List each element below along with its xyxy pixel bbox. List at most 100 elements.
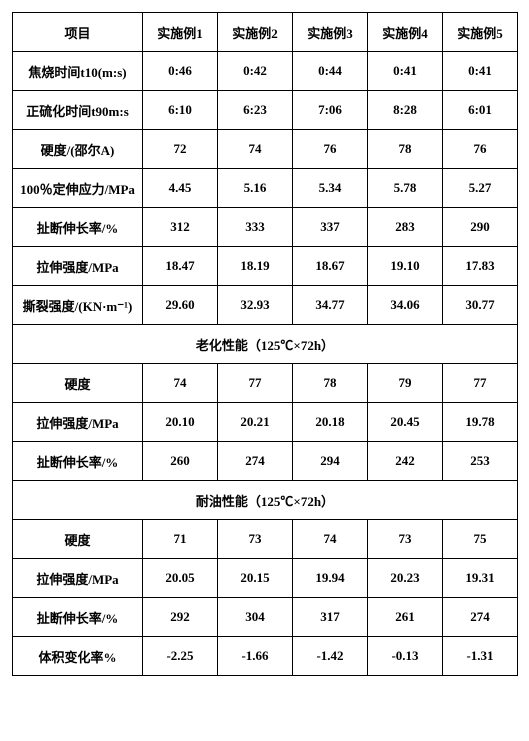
cell: 8:28 xyxy=(368,91,443,130)
cell: 29.60 xyxy=(143,286,218,325)
cell: 74 xyxy=(143,364,218,403)
cell: -1.31 xyxy=(443,637,518,676)
cell: 304 xyxy=(218,598,293,637)
cell: 292 xyxy=(143,598,218,637)
row-label: 扯断伸长率/% xyxy=(13,442,143,481)
cell: 71 xyxy=(143,520,218,559)
row-label: 拉伸强度/MPa xyxy=(13,247,143,286)
col-header: 实施例1 xyxy=(143,13,218,52)
section-header-row: 老化性能（125℃×72h） xyxy=(13,325,518,364)
col-header: 项目 xyxy=(13,13,143,52)
cell: 333 xyxy=(218,208,293,247)
cell: 19.10 xyxy=(368,247,443,286)
table-row: 扯断伸长率/%260274294242253 xyxy=(13,442,518,481)
cell: 74 xyxy=(218,130,293,169)
cell: 20.10 xyxy=(143,403,218,442)
cell: 5.78 xyxy=(368,169,443,208)
cell: 18.19 xyxy=(218,247,293,286)
row-label: 100％定伸应力/MPa xyxy=(13,169,143,208)
cell: 17.83 xyxy=(443,247,518,286)
cell: -1.42 xyxy=(293,637,368,676)
cell: 5.16 xyxy=(218,169,293,208)
cell: 0:41 xyxy=(368,52,443,91)
cell: 20.21 xyxy=(218,403,293,442)
cell: 20.15 xyxy=(218,559,293,598)
table-row: 焦烧时间t10(m:s)0:460:420:440:410:41 xyxy=(13,52,518,91)
cell: 20.05 xyxy=(143,559,218,598)
section-header-row: 耐油性能（125℃×72h） xyxy=(13,481,518,520)
cell: -0.13 xyxy=(368,637,443,676)
row-label: 扯断伸长率/% xyxy=(13,598,143,637)
row-label: 硬度 xyxy=(13,520,143,559)
cell: 79 xyxy=(368,364,443,403)
cell: 72 xyxy=(143,130,218,169)
cell: 34.77 xyxy=(293,286,368,325)
table-row: 扯断伸长率/%292304317261274 xyxy=(13,598,518,637)
cell: 242 xyxy=(368,442,443,481)
table-row: 撕裂强度/(KN·m⁻¹)29.6032.9334.7734.0630.77 xyxy=(13,286,518,325)
cell: 294 xyxy=(293,442,368,481)
cell: 7:06 xyxy=(293,91,368,130)
cell: 76 xyxy=(293,130,368,169)
section-header: 老化性能（125℃×72h） xyxy=(13,325,518,364)
cell: -2.25 xyxy=(143,637,218,676)
row-label: 正硫化时间t90m:s xyxy=(13,91,143,130)
section-header: 耐油性能（125℃×72h） xyxy=(13,481,518,520)
table-row: 100％定伸应力/MPa4.455.165.345.785.27 xyxy=(13,169,518,208)
cell: 6:10 xyxy=(143,91,218,130)
cell: 76 xyxy=(443,130,518,169)
row-label: 拉伸强度/MPa xyxy=(13,403,143,442)
col-header: 实施例5 xyxy=(443,13,518,52)
cell: 34.06 xyxy=(368,286,443,325)
cell: 0:44 xyxy=(293,52,368,91)
cell: 4.45 xyxy=(143,169,218,208)
cell: 77 xyxy=(218,364,293,403)
row-label: 硬度/(邵尔A) xyxy=(13,130,143,169)
cell: 0:46 xyxy=(143,52,218,91)
header-row: 项目 实施例1 实施例2 实施例3 实施例4 实施例5 xyxy=(13,13,518,52)
cell: 283 xyxy=(368,208,443,247)
table-row: 硬度/(邵尔A)7274767876 xyxy=(13,130,518,169)
col-header: 实施例4 xyxy=(368,13,443,52)
row-label: 焦烧时间t10(m:s) xyxy=(13,52,143,91)
cell: 18.47 xyxy=(143,247,218,286)
cell: 317 xyxy=(293,598,368,637)
cell: 0:41 xyxy=(443,52,518,91)
cell: 19.31 xyxy=(443,559,518,598)
cell: 290 xyxy=(443,208,518,247)
cell: 20.23 xyxy=(368,559,443,598)
cell: 260 xyxy=(143,442,218,481)
row-label: 撕裂强度/(KN·m⁻¹) xyxy=(13,286,143,325)
row-label: 拉伸强度/MPa xyxy=(13,559,143,598)
table-row: 扯断伸长率/%312333337283290 xyxy=(13,208,518,247)
cell: 274 xyxy=(443,598,518,637)
row-label: 体积变化率% xyxy=(13,637,143,676)
cell: 20.45 xyxy=(368,403,443,442)
row-label: 扯断伸长率/% xyxy=(13,208,143,247)
data-table: 项目 实施例1 实施例2 实施例3 实施例4 实施例5 焦烧时间t10(m:s)… xyxy=(12,12,518,676)
cell: 75 xyxy=(443,520,518,559)
cell: 18.67 xyxy=(293,247,368,286)
cell: 261 xyxy=(368,598,443,637)
cell: 337 xyxy=(293,208,368,247)
cell: 77 xyxy=(443,364,518,403)
cell: 78 xyxy=(293,364,368,403)
cell: 30.77 xyxy=(443,286,518,325)
cell: 19.78 xyxy=(443,403,518,442)
col-header: 实施例3 xyxy=(293,13,368,52)
cell: 0:42 xyxy=(218,52,293,91)
cell: 6:01 xyxy=(443,91,518,130)
col-header: 实施例2 xyxy=(218,13,293,52)
cell: 74 xyxy=(293,520,368,559)
table-row: 拉伸强度/MPa20.1020.2120.1820.4519.78 xyxy=(13,403,518,442)
cell: 19.94 xyxy=(293,559,368,598)
table-row: 正硫化时间t90m:s6:106:237:068:286:01 xyxy=(13,91,518,130)
cell: 73 xyxy=(368,520,443,559)
cell: 73 xyxy=(218,520,293,559)
row-label: 硬度 xyxy=(13,364,143,403)
cell: 5.27 xyxy=(443,169,518,208)
cell: 32.93 xyxy=(218,286,293,325)
table-row: 硬度7173747375 xyxy=(13,520,518,559)
table-row: 拉伸强度/MPa18.4718.1918.6719.1017.83 xyxy=(13,247,518,286)
cell: 253 xyxy=(443,442,518,481)
